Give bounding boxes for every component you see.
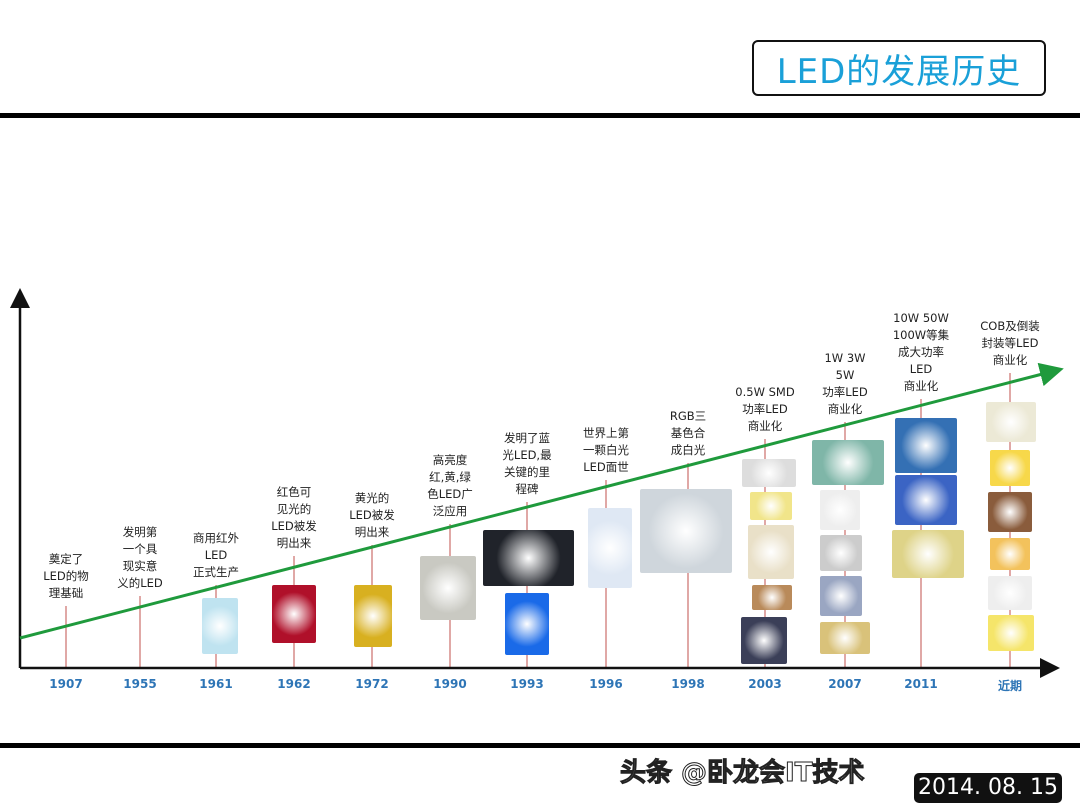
led-photo xyxy=(988,615,1034,651)
year-label: 2011 xyxy=(904,677,938,691)
led-photo xyxy=(990,538,1030,570)
year-label: 1962 xyxy=(277,677,311,691)
event-label: 10W 50W 100W等集 成大功率 LED 商业化 xyxy=(892,311,950,393)
led-photo xyxy=(820,622,870,654)
slide-title: LED的发展历史 xyxy=(752,40,1046,96)
led-photo xyxy=(892,530,964,578)
led-photo xyxy=(741,617,787,664)
event-label: 商用红外 LED 正式生产 xyxy=(193,531,239,579)
event-label: 0.5W SMD 功率LED 商业化 xyxy=(735,385,795,433)
led-photo xyxy=(812,440,884,485)
led-photo xyxy=(420,556,476,620)
event-label: 发明了蓝 光LED,最 关键的里 程碑 xyxy=(502,431,552,496)
year-label: 1961 xyxy=(199,677,233,691)
year-label: 1990 xyxy=(433,677,467,691)
event-label: RGB三 基色合 成白光 xyxy=(669,409,707,457)
led-photo xyxy=(820,576,862,616)
bottom-divider xyxy=(0,743,1080,748)
date-stamp: 2014. 08. 15 xyxy=(914,773,1062,803)
event-label: 红色可 见光的 LED被发 明出来 xyxy=(271,485,317,550)
led-photo xyxy=(505,593,549,655)
trend-arrow xyxy=(19,362,1064,640)
year-label: 1907 xyxy=(49,677,83,691)
led-photo xyxy=(354,585,392,647)
led-photo xyxy=(272,585,316,643)
led-photo xyxy=(988,576,1032,610)
year-label: 1998 xyxy=(671,677,705,691)
event-label: COB及倒装 封装等LED 商业化 xyxy=(980,319,1040,367)
led-photo xyxy=(483,530,574,586)
led-photo xyxy=(752,585,792,610)
year-label: 1972 xyxy=(355,677,389,691)
led-photo xyxy=(986,402,1036,442)
led-photo xyxy=(748,525,794,579)
year-label: 2003 xyxy=(748,677,782,691)
event-label: 黄光的 LED被发 明出来 xyxy=(349,491,395,539)
watermark: 头条 @卧龙会IT技术 xyxy=(619,758,865,789)
year-label: 1996 xyxy=(589,677,623,691)
event-label: 高亮度 红,黄,绿 色LED广 泛应用 xyxy=(427,453,473,518)
led-photo xyxy=(588,508,632,588)
year-label: 2007 xyxy=(828,677,862,691)
event-label: 奠定了 LED的物 理基础 xyxy=(43,552,89,600)
event-label: 1W 3W 5W 功率LED 商业化 xyxy=(822,351,868,416)
event-label: 发明第 一个具 现实意 义的LED xyxy=(117,525,163,590)
top-divider xyxy=(0,113,1080,118)
year-label: 近期 xyxy=(997,679,1023,693)
led-photo xyxy=(742,459,796,487)
led-photo xyxy=(990,450,1030,486)
led-photo xyxy=(820,490,860,530)
year-label: 1993 xyxy=(510,677,544,691)
led-photo xyxy=(640,489,732,573)
event-label: 世界上第 一颗白光 LED面世 xyxy=(583,426,629,474)
led-photo xyxy=(988,492,1032,532)
led-photo xyxy=(750,492,792,520)
led-photo xyxy=(895,475,957,525)
led-photo xyxy=(895,418,957,473)
led-photo xyxy=(202,598,238,654)
led-photo xyxy=(820,535,862,571)
year-label: 1955 xyxy=(123,677,157,691)
